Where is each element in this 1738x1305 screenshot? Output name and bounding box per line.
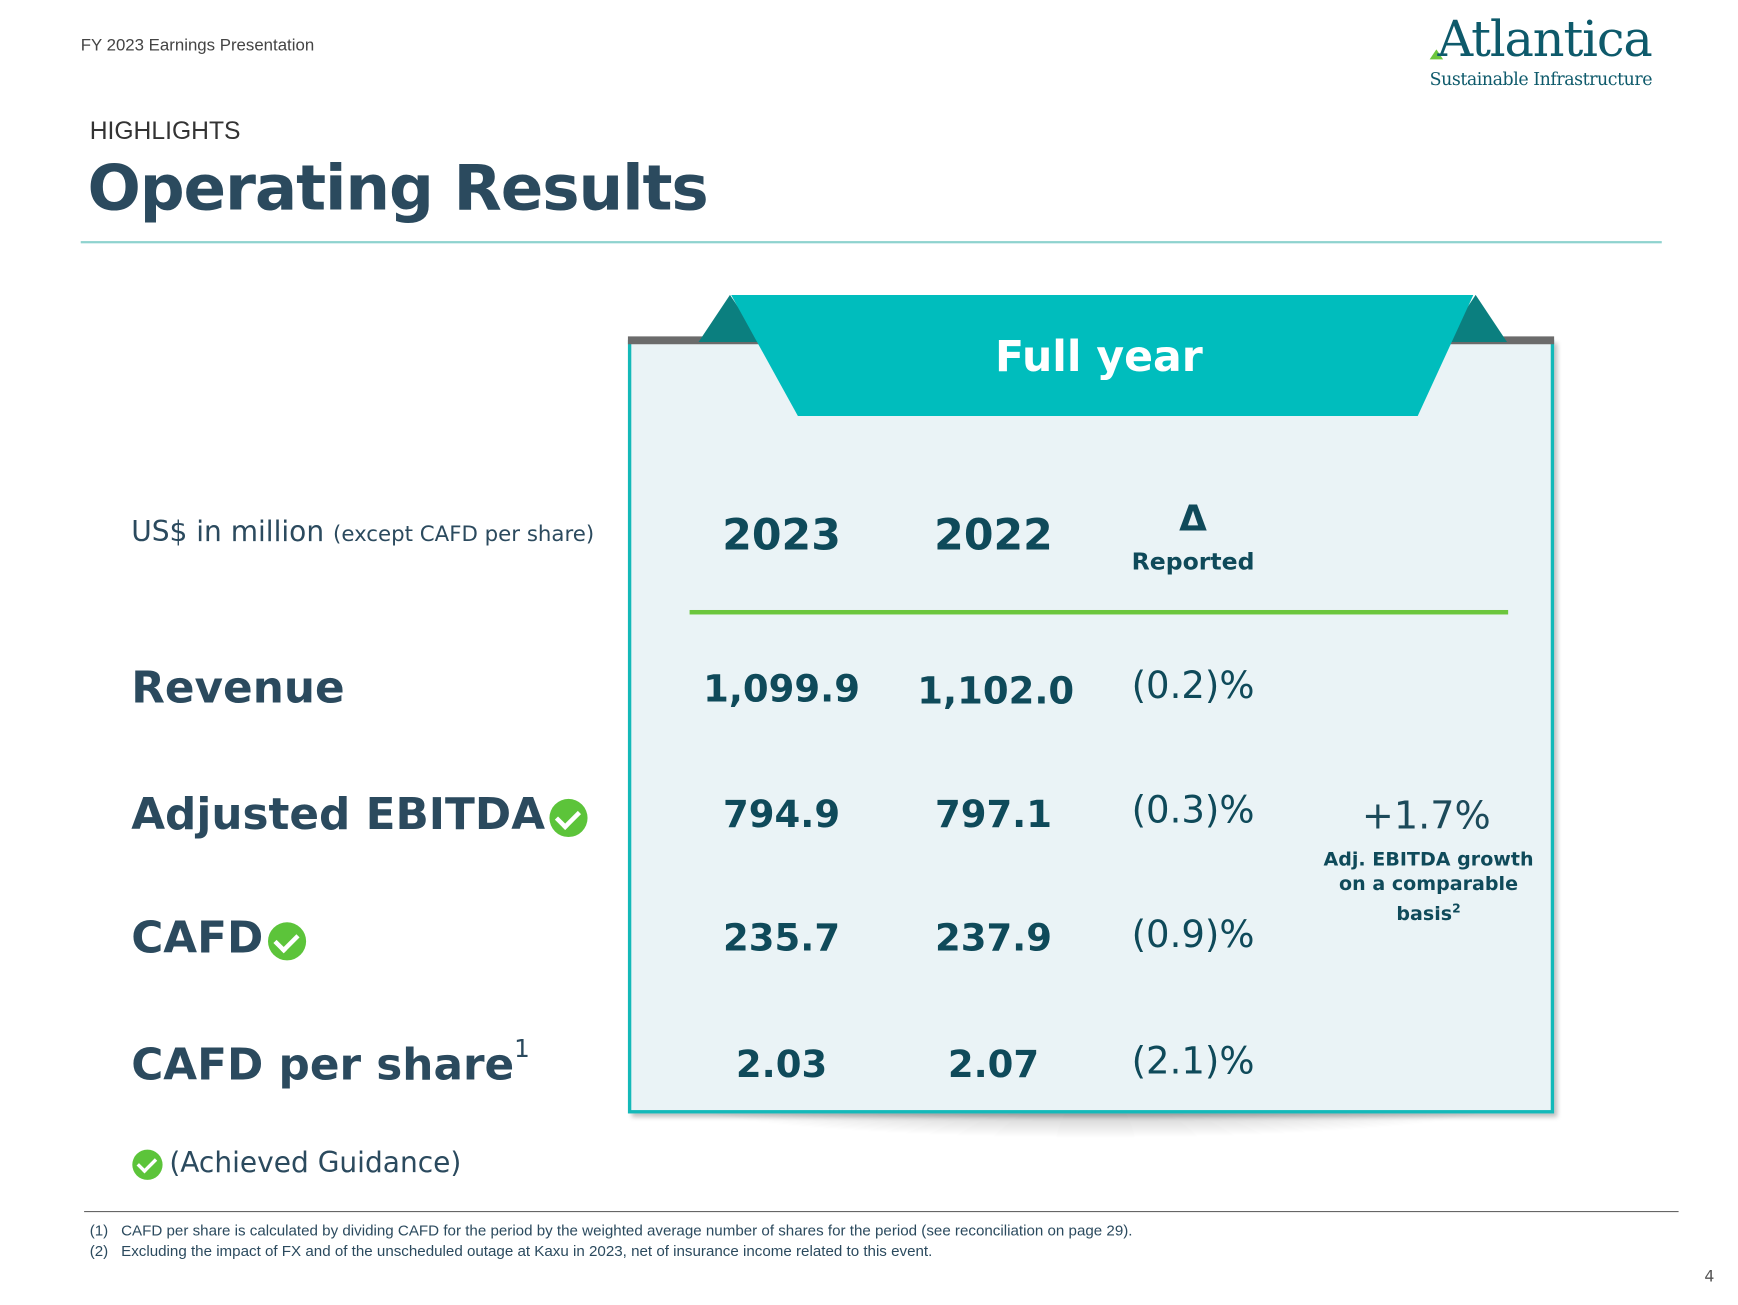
cafd-per-share-2023: 2.03 [735, 1042, 828, 1086]
full-year-ribbon [731, 294, 1474, 417]
logo-triangle-icon [1429, 49, 1444, 60]
page-number: 4 [1704, 1268, 1715, 1287]
revenue-2023: 1,099.9 [703, 666, 860, 711]
title-divider [80, 241, 1662, 243]
footnote-2: (2) Excluding the impact of FX and of the… [90, 1242, 933, 1259]
row-label-cafd: CAFD [131, 913, 306, 964]
row-label-text: Adjusted EBITDA [131, 789, 546, 841]
cafd-delta: (0.9)% [1131, 912, 1255, 956]
growth-note-text: Adj. EBITDA growth on a comparable basis [1323, 848, 1534, 926]
comparable-growth-note: Adj. EBITDA growth on a comparable basis… [1322, 847, 1535, 926]
column-header-2023: 2023 [722, 510, 841, 560]
footnote-text: CAFD per share is calculated by dividing… [121, 1222, 1133, 1240]
comparable-growth-value: +1.7% [1361, 793, 1491, 839]
delta-symbol: Δ [1179, 496, 1207, 540]
header-divider [689, 609, 1509, 615]
units-label: US$ in million (except CAFD per share) [131, 515, 594, 548]
cafd-2022: 237.9 [934, 915, 1052, 960]
footnote-divider [84, 1211, 1679, 1213]
cafd-2023: 235.7 [723, 915, 841, 960]
check-circle-icon [549, 798, 588, 837]
cafd-per-share-2022: 2.07 [947, 1042, 1040, 1086]
row-label-text: CAFD per share [131, 1040, 515, 1091]
achieved-guidance-legend: (Achieved Guidance) [132, 1146, 462, 1180]
revenue-delta: (0.2)% [1131, 663, 1255, 707]
results-card [627, 339, 1555, 1114]
row-label-revenue: Revenue [131, 663, 344, 713]
footnote-text: Excluding the impact of FX and of the un… [121, 1242, 933, 1260]
footnote-number: (2) [89, 1242, 109, 1260]
column-header-2022: 2022 [934, 510, 1053, 560]
page-title: Operating Results [87, 152, 708, 226]
revenue-2022: 1,102.0 [917, 668, 1075, 713]
footnote-1: (1) CAFD per share is calculated by divid… [90, 1222, 1133, 1239]
row-label-adjusted-ebitda: Adjusted EBITDA [131, 789, 588, 841]
logo-wordmark: Atlantica [1437, 11, 1653, 69]
ebitda-2023: 794.9 [723, 792, 841, 836]
row-label-text: CAFD [131, 913, 264, 964]
units-main: US$ in million [131, 515, 325, 548]
logo-tagline: Sustainable Infrastructure [1429, 69, 1653, 90]
section-label: HIGHLIGHTS [89, 116, 241, 145]
atlantica-logo: Atlantica Sustainable Infrastructure [1426, 11, 1664, 101]
footnote-ref-2: 2 [1452, 901, 1461, 916]
column-header-reported: Reported [1131, 548, 1255, 576]
row-label-text: Revenue [131, 663, 345, 714]
footnote-ref-1: 1 [514, 1035, 530, 1064]
cafd-per-share-delta: (2.1)% [1131, 1038, 1255, 1083]
row-label-cafd-per-share: CAFD per share1 [131, 1036, 530, 1091]
units-note: (except CAFD per share) [333, 521, 595, 547]
legend-label: (Achieved Guidance) [169, 1146, 462, 1179]
ebitda-delta: (0.3)% [1131, 787, 1255, 832]
deck-title: FY 2023 Earnings Presentation [80, 35, 315, 55]
ribbon-label: Full year [994, 331, 1203, 382]
ebitda-2022: 797.1 [934, 792, 1052, 836]
check-circle-icon [267, 921, 306, 960]
check-circle-icon [132, 1149, 163, 1180]
footnote-number: (1) [89, 1222, 109, 1240]
